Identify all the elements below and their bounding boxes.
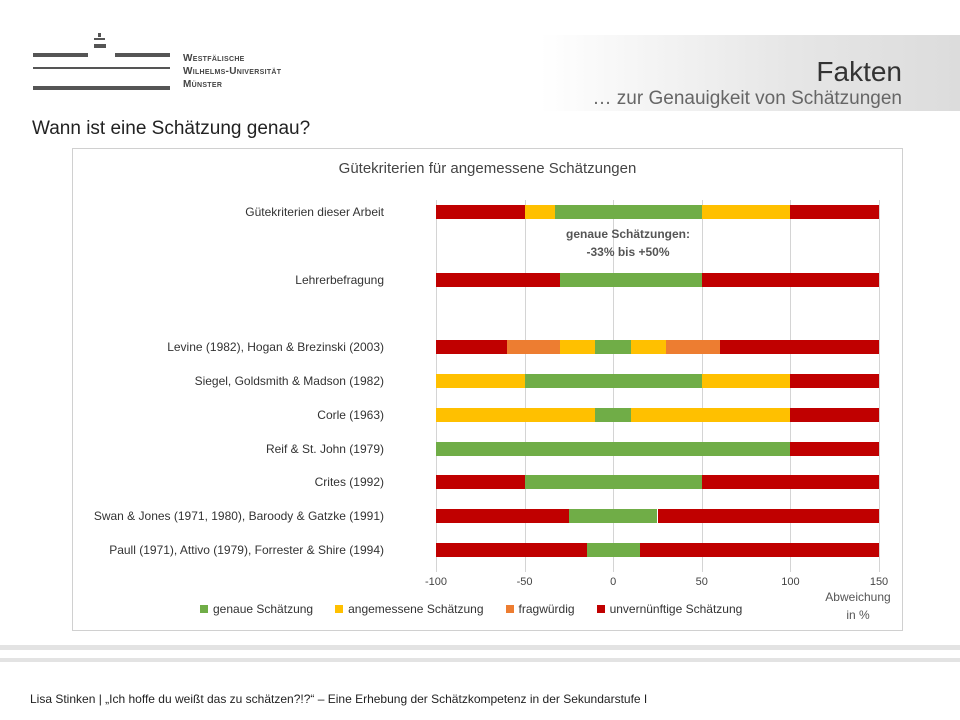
bar-segment xyxy=(436,407,596,422)
bar-segment xyxy=(657,509,879,524)
legend-label: unvernünftige Schätzung xyxy=(609,602,743,616)
bar-segment xyxy=(436,272,561,287)
chart-frame xyxy=(72,148,903,631)
gridline xyxy=(879,200,880,572)
legend-item: genaue Schätzung xyxy=(200,602,313,616)
legend-label: angemessene Schätzung xyxy=(348,602,484,616)
footer-divider xyxy=(0,645,960,650)
footer-text: Lisa Stinken | „Ich hoffe du weißt das z… xyxy=(30,692,648,706)
bar-segment xyxy=(719,340,879,355)
bar-segment xyxy=(595,340,631,355)
bar-segment xyxy=(554,205,702,219)
bar-segment xyxy=(595,407,631,422)
bar-segment xyxy=(506,340,561,355)
annotation-line: -33% bis +50% xyxy=(586,245,670,259)
legend-item: unvernünftige Schätzung xyxy=(596,602,743,616)
chart-title: Gütekriterien für angemessene Schätzunge… xyxy=(338,160,637,177)
bar-segment xyxy=(701,374,791,388)
bar-segment xyxy=(436,509,569,524)
x-tick-label: -50 xyxy=(516,576,533,588)
bar-segment xyxy=(701,205,791,219)
x-tick-label: -100 xyxy=(424,576,448,588)
bar-segment xyxy=(436,543,587,557)
header-band xyxy=(540,35,960,111)
category-label: Crites (1992) xyxy=(314,475,384,490)
question-heading: Wann ist eine Schätzung genau? xyxy=(32,118,311,139)
bar-segment xyxy=(630,340,667,355)
bar-segment xyxy=(568,509,658,524)
category-label: Swan & Jones (1971, 1980), Baroody & Gat… xyxy=(93,509,384,524)
x-tick-label: 100 xyxy=(781,576,800,588)
x-tick-label: 150 xyxy=(869,576,889,588)
bar-segment xyxy=(790,205,879,219)
bar-segment xyxy=(436,441,791,456)
category-label: Paull (1971), Attivo (1979), Forrester &… xyxy=(109,543,384,557)
chart-legend: genaue Schätzung angemessene Schätzung fra… xyxy=(200,602,742,616)
legend-swatch xyxy=(596,605,605,613)
bar-segment xyxy=(790,374,879,388)
bar-segment xyxy=(790,441,879,456)
legend-swatch xyxy=(335,605,344,613)
bar-segment xyxy=(524,475,702,490)
bar-segment xyxy=(524,205,555,219)
slide-title: Fakten xyxy=(816,56,902,87)
slide-subtitle: … zur Genauigkeit von Schätzungen xyxy=(592,88,902,109)
category-label: Corle (1963) xyxy=(317,407,384,422)
bar-segment xyxy=(560,340,596,355)
category-label: Reif & St. John (1979) xyxy=(265,441,384,456)
bar-segment xyxy=(701,272,879,287)
legend-label: fragwürdig xyxy=(518,602,575,616)
bar-segment xyxy=(630,407,791,422)
bar-segment xyxy=(666,340,720,355)
legend-item: angemessene Schätzung xyxy=(335,602,484,616)
x-axis-label: Abweichung in % xyxy=(812,588,904,624)
legend-label: genaue Schätzung xyxy=(213,602,314,616)
bar-segment xyxy=(436,374,525,388)
logo-line: Wilhelms-Universität xyxy=(183,66,282,77)
category-label: Gütekriterien dieser Arbeit xyxy=(245,205,384,219)
legend-swatch xyxy=(200,605,208,613)
category-label: Levine (1982), Hogan & Brezinski (2003) xyxy=(167,340,384,355)
legend-item: fragwürdig xyxy=(505,602,575,616)
bar-segment xyxy=(586,543,640,557)
bar-segment xyxy=(436,205,525,219)
logo-line: Westfälische xyxy=(183,53,245,64)
bar-segment xyxy=(436,475,525,490)
logo-line: Münster xyxy=(183,79,223,90)
chart-annotation: genaue Schätzungen: -33% bis +50% xyxy=(540,225,716,261)
annotation-line: genaue Schätzungen: xyxy=(565,227,690,241)
bar-segment xyxy=(639,543,879,557)
bar-segment xyxy=(790,407,879,422)
category-label: Siegel, Goldsmith & Madson (1982) xyxy=(194,374,384,388)
x-tick-label: 0 xyxy=(610,576,617,588)
bar-segment xyxy=(701,475,879,490)
legend-swatch xyxy=(505,605,514,613)
category-label: Lehrerbefragung xyxy=(295,272,384,287)
x-axis-label-line: in % xyxy=(846,608,870,622)
x-tick-label: 50 xyxy=(695,576,708,588)
footer-divider xyxy=(0,658,960,662)
bar-segment xyxy=(524,374,702,388)
x-axis-label-line: Abweichung xyxy=(825,590,891,604)
bar-segment xyxy=(436,340,507,355)
bar-segment xyxy=(560,272,702,287)
